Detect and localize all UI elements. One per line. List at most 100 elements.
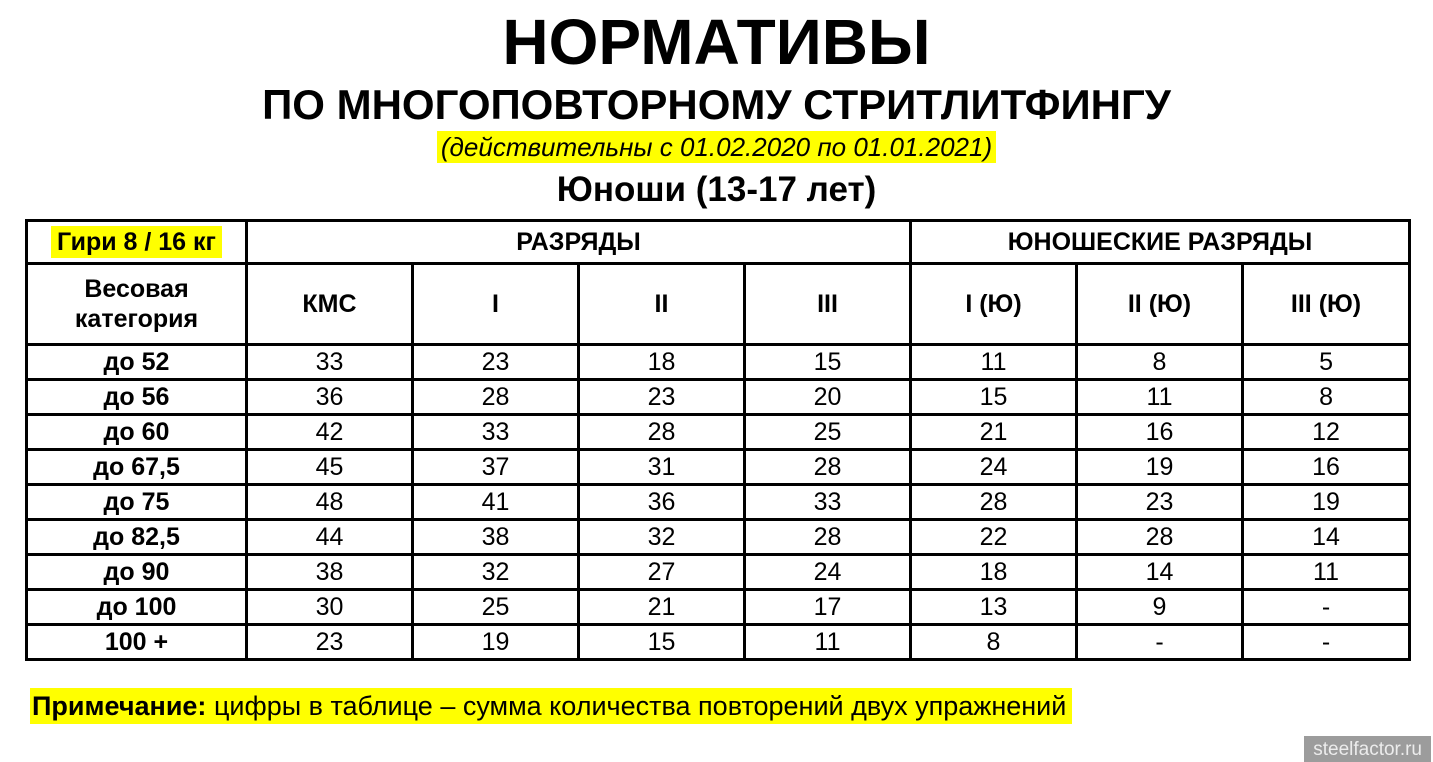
- rank-value-cell: 15: [743, 343, 912, 381]
- column-header-i: I: [411, 262, 580, 346]
- rank-value-cell: 42: [245, 413, 414, 451]
- rank-value-cell: 37: [411, 448, 580, 486]
- rank-value-cell: 23: [1075, 483, 1244, 521]
- rank-value-cell: 32: [411, 553, 580, 591]
- rank-value-cell: 5: [1240, 343, 1412, 381]
- rank-value-cell: 23: [245, 623, 414, 661]
- column-header-row: Весовая категория КМС I II III I (Ю) II …: [25, 262, 1412, 346]
- rank-value-cell: 14: [1075, 553, 1244, 591]
- column-header-ii: II: [577, 262, 746, 346]
- equipment-cell: Гири 8 / 16 кг: [25, 219, 248, 265]
- rank-value-cell: 48: [245, 483, 414, 521]
- watermark: steelfactor.ru: [1304, 736, 1431, 762]
- weight-category-cell: до 52: [25, 343, 248, 381]
- rank-value-cell: 45: [245, 448, 414, 486]
- validity-highlight: (действительны с 01.02.2020 по 01.01.202…: [436, 131, 997, 163]
- validity-line: (действительны с 01.02.2020 по 01.01.202…: [0, 131, 1433, 167]
- weight-category-cell: до 60: [25, 413, 248, 451]
- youth-ranks-group-header: ЮНОШЕСКИЕ РАЗРЯДЫ: [908, 219, 1412, 265]
- weight-category-cell: до 82,5: [25, 518, 248, 556]
- rank-value-cell: 8: [1240, 378, 1412, 416]
- page-title: НОРМАТИВЫ: [502, 6, 931, 78]
- standards-table: Гири 8 / 16 кг РАЗРЯДЫ ЮНОШЕСКИЕ РАЗРЯДЫ…: [25, 219, 1412, 661]
- rank-value-cell: 15: [577, 623, 746, 661]
- weight-category-cell: до 67,5: [25, 448, 248, 486]
- rank-value-cell: 25: [411, 588, 580, 626]
- rank-value-cell: 11: [743, 623, 912, 661]
- page-subtitle: ПО МНОГОПОВТОРНОМУ СТРИТЛИТФИНГУ: [262, 81, 1171, 128]
- table-row: до 52 33 23 18 15 11 8 5: [25, 343, 1412, 381]
- rank-value-cell: 12: [1240, 413, 1412, 451]
- rank-value-cell: 18: [909, 553, 1078, 591]
- rank-value-cell: 33: [245, 343, 414, 381]
- rank-value-cell: 27: [577, 553, 746, 591]
- weight-category-header: Весовая категория: [25, 262, 248, 346]
- rank-value-cell: 8: [1075, 343, 1244, 381]
- rank-value-cell: 33: [743, 483, 912, 521]
- rank-value-cell: 24: [909, 448, 1078, 486]
- rank-value-cell: 17: [743, 588, 912, 626]
- standards-table-head: Гири 8 / 16 кг РАЗРЯДЫ ЮНОШЕСКИЕ РАЗРЯДЫ…: [25, 219, 1412, 346]
- rank-value-cell: 11: [1075, 378, 1244, 416]
- group-header-row: Гири 8 / 16 кг РАЗРЯДЫ ЮНОШЕСКИЕ РАЗРЯДЫ: [25, 219, 1412, 265]
- rank-value-cell: 9: [1075, 588, 1244, 626]
- rank-value-cell: 28: [1075, 518, 1244, 556]
- rank-value-cell: -: [1240, 623, 1412, 661]
- rank-value-cell: 31: [577, 448, 746, 486]
- rank-value-cell: 36: [245, 378, 414, 416]
- rank-value-cell: 38: [245, 553, 414, 591]
- rank-value-cell: 23: [411, 343, 580, 381]
- rank-value-cell: 44: [245, 518, 414, 556]
- rank-value-cell: 41: [411, 483, 580, 521]
- rank-value-cell: 28: [909, 483, 1078, 521]
- weight-category-cell: до 56: [25, 378, 248, 416]
- rank-value-cell: 30: [245, 588, 414, 626]
- column-header-iii-yu: III (Ю): [1240, 262, 1412, 346]
- column-header-ii-yu: II (Ю): [1075, 262, 1244, 346]
- weight-category-cell: до 90: [25, 553, 248, 591]
- column-header-kms: КМС: [245, 262, 414, 346]
- weight-category-cell: до 75: [25, 483, 248, 521]
- rank-value-cell: 25: [743, 413, 912, 451]
- rank-value-cell: 11: [1240, 553, 1412, 591]
- weight-category-cell: до 100: [25, 588, 248, 626]
- table-row: до 56 36 28 23 20 15 11 8: [25, 378, 1412, 416]
- rank-value-cell: 36: [577, 483, 746, 521]
- rank-value-cell: 28: [411, 378, 580, 416]
- rank-value-cell: 19: [1240, 483, 1412, 521]
- ranks-group-header: РАЗРЯДЫ: [245, 219, 912, 265]
- rank-value-cell: 14: [1240, 518, 1412, 556]
- table-row: до 90 38 32 27 24 18 14 11: [25, 553, 1412, 591]
- rank-value-cell: 33: [411, 413, 580, 451]
- rank-value-cell: 19: [1075, 448, 1244, 486]
- equipment-label: Гири 8 / 16 кг: [51, 225, 222, 258]
- table-row: 100 +23 19 15 11 8- -: [25, 623, 1412, 661]
- rank-value-cell: 22: [909, 518, 1078, 556]
- standards-table-body: до 52 33 23 18 15 11 8 5 до 56 36 28 23 20 15 11 8 до 60…: [25, 343, 1412, 661]
- table-row: до 100 30 25 21 17 13 9-: [25, 588, 1412, 626]
- rank-value-cell: 28: [577, 413, 746, 451]
- rank-value-cell: 21: [577, 588, 746, 626]
- rank-value-cell: 13: [909, 588, 1078, 626]
- note-text: цифры в таблице – сумма количества повто…: [213, 691, 1067, 721]
- rank-value-cell: 18: [577, 343, 746, 381]
- rank-value-cell: 20: [743, 378, 912, 416]
- table-row: до 60 42 33 28 25 21 16 12: [25, 413, 1412, 451]
- rank-value-cell: 32: [577, 518, 746, 556]
- weight-category-cell: 100 +: [25, 623, 248, 661]
- rank-value-cell: 23: [577, 378, 746, 416]
- rank-value-cell: 28: [743, 518, 912, 556]
- note-label: Примечание:: [32, 691, 207, 721]
- rank-value-cell: 19: [411, 623, 580, 661]
- column-header-iii: III: [743, 262, 912, 346]
- rank-value-cell: 38: [411, 518, 580, 556]
- rank-value-cell: 16: [1075, 413, 1244, 451]
- rank-value-cell: -: [1240, 588, 1412, 626]
- rank-value-cell: 16: [1240, 448, 1412, 486]
- table-row: до 82,5 44 38 32 28 22 28 14: [25, 518, 1412, 556]
- rank-value-cell: 11: [909, 343, 1078, 381]
- rank-value-cell: 24: [743, 553, 912, 591]
- note-highlight: Примечание: цифры в таблице – сумма коли…: [30, 688, 1073, 724]
- rank-value-cell: 15: [909, 378, 1078, 416]
- column-header-i-yu: I (Ю): [909, 262, 1078, 346]
